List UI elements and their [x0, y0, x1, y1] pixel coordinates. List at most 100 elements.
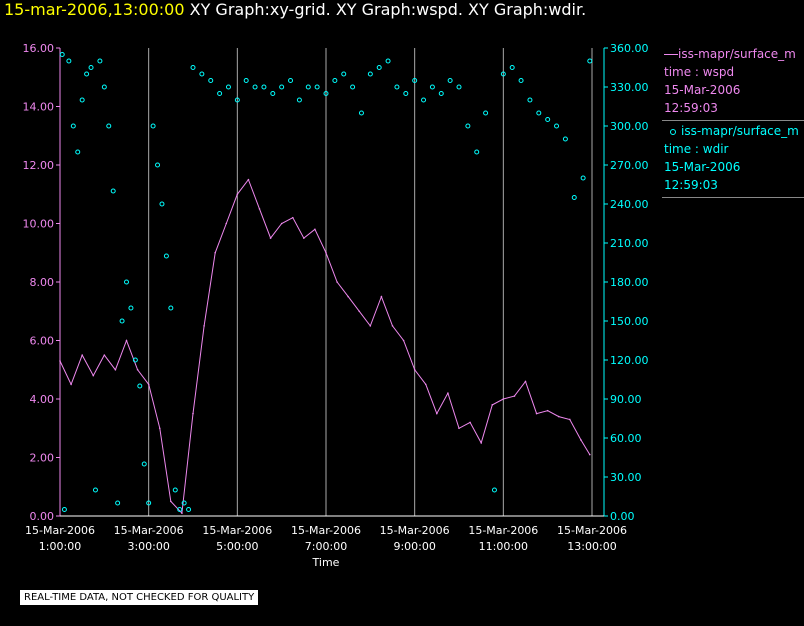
wdir-point: [314, 84, 320, 90]
wdir-point: [92, 487, 98, 493]
wspd-point: [291, 216, 294, 219]
wspd-point: [369, 325, 372, 327]
left-tick-label: 10.00: [23, 218, 55, 231]
wdir-point: [394, 84, 400, 90]
legend-wdir-date: 15-Mar-2006: [664, 160, 741, 174]
wspd-point: [236, 193, 239, 196]
wspd-point: [413, 368, 416, 371]
wspd-point: [436, 412, 438, 415]
wdir-point: [168, 305, 174, 311]
wspd-point: [358, 310, 361, 313]
wspd-point: [203, 325, 205, 327]
wdir-point: [376, 65, 382, 70]
wspd-point: [588, 453, 591, 456]
right-tick-label: 0.00: [610, 510, 635, 523]
wspd-point: [225, 222, 228, 225]
line-marker-icon: [664, 54, 678, 55]
left-tick-label: 6.00: [30, 335, 55, 348]
wspd-point: [114, 368, 117, 371]
wspd-point: [269, 237, 272, 239]
wspd-point: [81, 354, 83, 356]
wdir-point: [106, 123, 112, 129]
x-axis-label: Time: [312, 556, 340, 569]
wdir-point: [279, 84, 285, 90]
wdir-point: [88, 65, 94, 70]
wdir-point: [159, 201, 165, 207]
wdir-point: [61, 507, 67, 512]
wspd-point: [214, 251, 216, 254]
x-tick-date-label: 15-Mar-2006: [468, 524, 538, 537]
wdir-point: [580, 175, 586, 181]
right-tick-label: 360.00: [610, 42, 649, 55]
left-tick-label: 16.00: [23, 42, 55, 55]
wdir-point: [177, 507, 183, 512]
wdir-point: [571, 195, 577, 200]
chart-title: 15-mar-2006,13:00:00 XY Graph:xy-grid. X…: [4, 0, 586, 19]
wspd-point: [258, 208, 261, 210]
x-tick-time-label: 13:00:00: [567, 540, 616, 553]
right-tick-label: 180.00: [610, 276, 649, 289]
wdir-point: [59, 52, 65, 57]
wspd-point: [136, 368, 139, 371]
legend-entry-wspd: iss-mapr/surface_m time : wspd 15-Mar-20…: [662, 44, 804, 121]
wdir-point: [536, 110, 542, 116]
quality-note: REAL-TIME DATA, NOT CHECKED FOR QUALITY: [19, 589, 260, 606]
wspd-point: [247, 178, 250, 181]
wdir-point: [587, 58, 593, 64]
wdir-point: [199, 71, 205, 77]
wspd-point: [513, 395, 516, 397]
x-tick-time-label: 11:00:00: [479, 540, 528, 553]
wspd-point: [480, 442, 482, 444]
wdir-point: [172, 487, 178, 493]
wdir-point: [562, 136, 568, 142]
wdir-point: [97, 58, 103, 64]
wspd-point: [424, 383, 427, 386]
wspd-point: [458, 427, 460, 430]
wdir-point: [208, 78, 214, 83]
wdir-point: [358, 110, 364, 116]
wdir-point: [261, 84, 267, 90]
wspd-point: [147, 383, 150, 386]
wspd-point: [280, 222, 283, 225]
legend-wspd-time: 12:59:03: [664, 101, 718, 115]
wdir-point: [491, 487, 497, 493]
right-tick-label: 150.00: [610, 315, 649, 328]
wdir-point: [509, 65, 515, 70]
wspd-point: [125, 339, 128, 342]
legend-wdir-name: iss-mapr/surface_m: [681, 124, 799, 138]
wspd-point: [170, 500, 172, 503]
wdir-point: [243, 78, 249, 83]
wspd-point: [580, 439, 582, 441]
grid-lines: [59, 48, 593, 516]
wspd-point: [502, 398, 505, 400]
wdir-point: [305, 84, 311, 90]
wdir-point: [456, 84, 462, 90]
wdir-point: [190, 65, 196, 70]
wdir-point: [146, 500, 152, 506]
wdir-point: [217, 91, 223, 96]
legend-wdir-name-row: iss-mapr/surface_m: [664, 122, 804, 140]
title-timestamp: 15-mar-2006,13:00:00: [4, 0, 185, 19]
right-tick-label: 210.00: [610, 237, 649, 250]
circle-marker-icon: [670, 128, 676, 135]
wspd-point: [447, 392, 449, 394]
wspd-point: [314, 228, 316, 231]
wdir-point: [367, 71, 373, 77]
legend: iss-mapr/surface_m time : wspd 15-Mar-20…: [662, 44, 804, 198]
legend-wspd-name: iss-mapr/surface_m: [678, 47, 796, 61]
legend-wdir-var: time : wdir: [664, 142, 729, 156]
wdir-point: [296, 97, 302, 103]
wdir-point: [429, 84, 435, 90]
wdir-point: [554, 123, 560, 129]
wspd-series: [59, 178, 591, 515]
wdir-point: [141, 461, 147, 467]
wdir-point: [270, 91, 276, 96]
x-tick-date-label: 15-Mar-2006: [557, 524, 627, 537]
wspd-point: [569, 418, 571, 421]
wdir-point: [128, 305, 134, 311]
wdir-point: [447, 78, 453, 83]
wspd-point: [535, 412, 538, 415]
wdir-point: [527, 97, 533, 103]
wdir-point: [186, 507, 192, 512]
